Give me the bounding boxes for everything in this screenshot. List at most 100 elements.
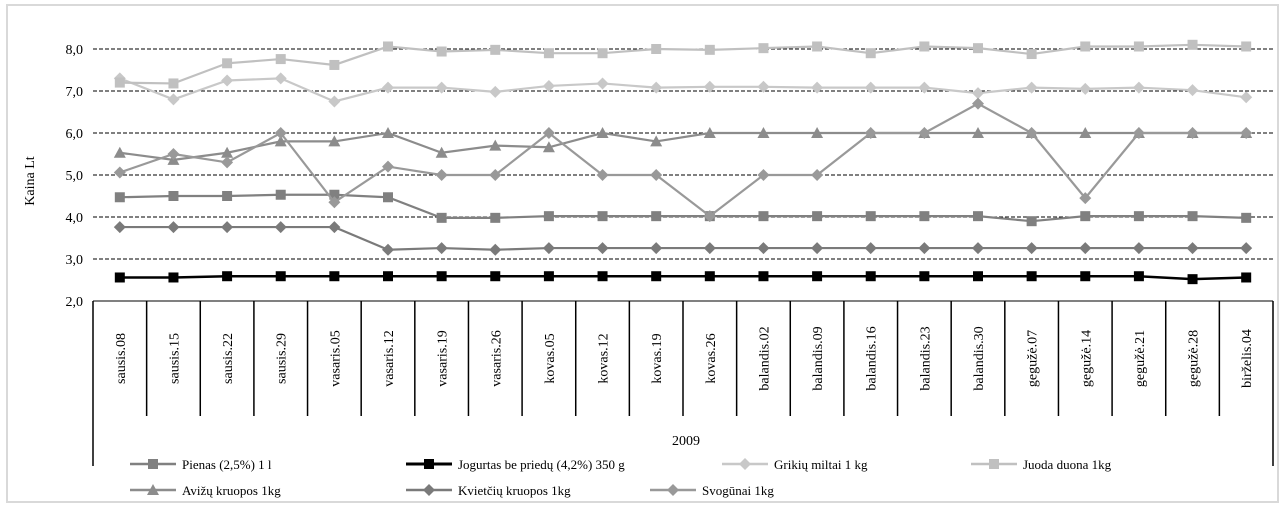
data-point xyxy=(1240,242,1253,255)
series-2 xyxy=(113,72,1253,108)
data-point xyxy=(811,242,824,255)
data-point xyxy=(489,169,502,181)
y-tick-label: 3,0 xyxy=(66,253,84,268)
data-point xyxy=(382,160,394,173)
data-point xyxy=(490,212,501,223)
data-point xyxy=(1026,216,1037,227)
data-point xyxy=(811,169,824,181)
legend-label: Grikių miltai 1 kg xyxy=(774,457,868,472)
data-point xyxy=(114,77,125,88)
data-point xyxy=(490,271,501,282)
data-point xyxy=(328,135,341,147)
data-point xyxy=(1133,271,1144,282)
x-tick-label: kovas.12 xyxy=(597,333,612,383)
legend-label: Pienas (2,5%) 1 l xyxy=(182,457,272,472)
legend-item: Jogurtas be priedų (4,2%) 350 g xyxy=(406,457,625,472)
legend-marker xyxy=(147,484,159,495)
data-point xyxy=(703,127,716,138)
data-point xyxy=(1187,211,1198,222)
data-point xyxy=(1186,84,1199,97)
data-point xyxy=(274,127,287,139)
data-point xyxy=(435,242,448,255)
data-point xyxy=(435,146,448,158)
data-point xyxy=(651,211,662,222)
data-point xyxy=(972,242,984,255)
data-point xyxy=(168,191,179,201)
legend-label: Svogūnai 1kg xyxy=(702,483,774,498)
x-tick-label: birželis.04 xyxy=(1240,329,1255,388)
data-point xyxy=(918,127,931,139)
legend-item: Svogūnai 1kg xyxy=(650,483,774,498)
data-point xyxy=(435,169,448,181)
data-point xyxy=(328,221,341,234)
data-point xyxy=(113,166,126,179)
data-point xyxy=(113,146,126,158)
data-point xyxy=(651,271,662,282)
data-point xyxy=(489,139,502,151)
data-point xyxy=(1133,41,1144,52)
x-tick-label: sausis.29 xyxy=(275,333,290,384)
y-tick-label: 5,0 xyxy=(66,169,84,184)
data-point xyxy=(489,85,502,98)
data-point xyxy=(973,211,983,222)
x-tick-label: gegužė.07 xyxy=(1026,330,1041,387)
data-point xyxy=(383,271,393,282)
data-point xyxy=(650,242,663,255)
x-tick-label: balandis.16 xyxy=(865,326,880,390)
data-point xyxy=(1080,41,1091,52)
data-point xyxy=(757,242,770,255)
data-point xyxy=(758,211,769,222)
series-0 xyxy=(114,189,1252,227)
data-point xyxy=(382,127,394,138)
x-tick-label: gegužė.28 xyxy=(1187,330,1202,387)
data-point xyxy=(864,81,877,94)
data-point xyxy=(758,271,769,282)
series-line xyxy=(119,193,1247,223)
legend-label: Avižų kruopos 1kg xyxy=(182,483,281,498)
x-tick-label: vasaris.26 xyxy=(489,330,504,386)
data-point xyxy=(1241,272,1252,283)
data-point xyxy=(382,243,394,256)
data-point xyxy=(1079,82,1092,95)
series-line xyxy=(119,77,1247,103)
data-point xyxy=(1025,81,1038,94)
series-line xyxy=(119,102,1247,218)
data-point xyxy=(490,44,501,55)
data-point xyxy=(1240,91,1253,104)
data-point xyxy=(383,192,393,203)
y-tick-label: 2,0 xyxy=(66,295,84,310)
data-point xyxy=(1080,211,1091,222)
legend-label: Kvietčių kruopos 1kg xyxy=(458,483,571,498)
data-point xyxy=(1187,274,1198,285)
data-point xyxy=(1079,192,1092,205)
data-point xyxy=(1186,127,1199,139)
data-point xyxy=(812,211,823,222)
data-point xyxy=(168,78,179,89)
data-point xyxy=(757,169,770,181)
series-line xyxy=(119,131,1247,161)
data-point xyxy=(436,271,447,282)
data-point xyxy=(865,271,876,282)
data-point xyxy=(650,81,663,94)
data-point xyxy=(435,81,448,94)
data-point xyxy=(865,48,876,59)
series-6 xyxy=(113,97,1253,223)
data-point xyxy=(1025,127,1038,139)
data-point xyxy=(703,80,716,93)
data-point xyxy=(1133,211,1144,222)
data-point xyxy=(1026,271,1037,282)
data-point xyxy=(865,211,876,222)
data-point xyxy=(704,271,715,282)
data-point xyxy=(973,43,983,54)
data-point xyxy=(1025,242,1038,255)
data-point xyxy=(1079,127,1092,138)
data-point xyxy=(114,272,125,283)
data-point xyxy=(597,48,608,59)
data-point xyxy=(650,135,663,147)
data-point xyxy=(919,41,930,52)
data-point xyxy=(167,221,180,234)
data-point xyxy=(1079,242,1092,255)
data-point xyxy=(1186,242,1199,255)
data-point xyxy=(436,46,447,57)
x-tick-label: kovas.26 xyxy=(704,333,719,383)
